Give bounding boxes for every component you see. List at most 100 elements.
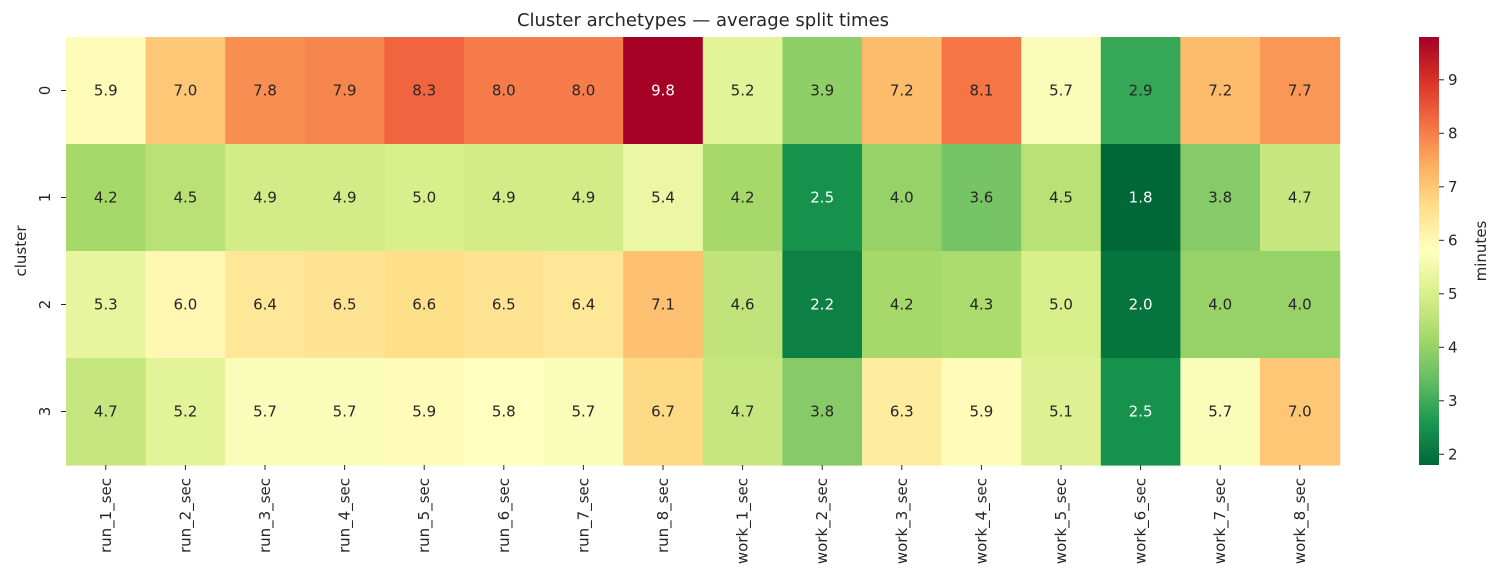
heatmap-cell xyxy=(702,144,783,252)
heatmap-cell xyxy=(623,144,704,252)
x-tick-label: work_4_sec xyxy=(972,478,991,564)
cell-value-label: 7.2 xyxy=(890,82,914,100)
cell-value-label: 4.2 xyxy=(94,189,118,207)
cell-value-label: 5.0 xyxy=(412,189,436,207)
heatmap-cell xyxy=(464,251,545,359)
heatmap-cell xyxy=(1180,251,1261,359)
colorbar xyxy=(1419,37,1439,465)
x-tick-label: run_2_sec xyxy=(176,478,195,553)
cell-value-label: 5.7 xyxy=(253,403,277,421)
heatmap-cells: 5.9 7.0 7.8 7.9 8.3 8.0 8.0 9.8 5.2 3.9 7.2 8.1 5.7 2… xyxy=(66,37,1341,466)
heatmap-cell xyxy=(543,251,624,359)
heatmap-cell xyxy=(543,358,624,466)
heatmap-cell xyxy=(702,251,783,359)
cell-value-label: 3.8 xyxy=(810,403,834,421)
cell-value-label: 4.7 xyxy=(1288,189,1312,207)
heatmap-cell xyxy=(1180,358,1261,466)
cell-value-label: 4.5 xyxy=(173,189,197,207)
cell-value-label: 6.4 xyxy=(571,296,595,314)
heatmap-cell xyxy=(1180,144,1261,252)
cell-value-label: 7.0 xyxy=(1288,403,1312,421)
heatmap-cell xyxy=(782,37,863,145)
heatmap-cell xyxy=(384,251,465,359)
heatmap-cell xyxy=(225,251,306,359)
heatmap-cell xyxy=(225,144,306,252)
cell-value-label: 9.8 xyxy=(651,82,675,100)
heatmap-cell xyxy=(862,144,943,252)
heatmap-cell xyxy=(1100,251,1181,359)
cell-value-label: 5.4 xyxy=(651,189,675,207)
cell-value-label: 4.0 xyxy=(1208,296,1232,314)
heatmap-cell xyxy=(384,144,465,252)
cell-value-label: 5.8 xyxy=(492,403,516,421)
cell-value-label: 4.9 xyxy=(492,189,516,207)
heatmap-cell xyxy=(941,251,1022,359)
cell-value-label: 8.0 xyxy=(492,82,516,100)
cell-value-label: 5.7 xyxy=(571,403,595,421)
cell-value-label: 2.2 xyxy=(810,296,834,314)
heatmap-cell xyxy=(304,37,385,145)
cell-value-label: 6.5 xyxy=(333,296,357,314)
heatmap-cell xyxy=(225,37,306,145)
cell-value-label: 8.0 xyxy=(571,82,595,100)
x-tick-label: work_8_sec xyxy=(1291,478,1310,564)
cell-value-label: 5.0 xyxy=(1049,296,1073,314)
x-tick-label: work_7_sec xyxy=(1211,478,1230,564)
heatmap-cell xyxy=(464,358,545,466)
x-axis-ticks: run_1_sec run_2_sec run_3_sec run_4_sec run_… xyxy=(97,465,1310,564)
cell-value-label: 4.6 xyxy=(731,296,755,314)
heatmap-cell xyxy=(66,144,147,252)
heatmap-cell xyxy=(464,37,545,145)
colorbar-tick-label: 9 xyxy=(1448,71,1458,89)
heatmap-cell xyxy=(145,358,226,466)
cell-value-label: 3.8 xyxy=(1208,189,1232,207)
heatmap-cell xyxy=(1021,358,1102,466)
heatmap-cell xyxy=(225,358,306,466)
cell-value-label: 7.7 xyxy=(1288,82,1312,100)
heatmap-cell xyxy=(623,37,704,145)
colorbar-tick-label: 2 xyxy=(1448,445,1458,463)
heatmap-cell xyxy=(782,144,863,252)
cell-value-label: 4.0 xyxy=(890,189,914,207)
heatmap-cell xyxy=(66,358,147,466)
y-tick-label: 0 xyxy=(36,86,54,96)
heatmap-cell xyxy=(1260,251,1341,359)
cell-value-label: 5.9 xyxy=(412,403,436,421)
x-tick-label: work_6_sec xyxy=(1132,478,1151,564)
cell-value-label: 7.1 xyxy=(651,296,675,314)
heatmap-cell xyxy=(384,37,465,145)
heatmap-cell xyxy=(623,358,704,466)
heatmap-cell xyxy=(623,251,704,359)
heatmap-cell xyxy=(862,37,943,145)
cell-value-label: 1.8 xyxy=(1129,189,1153,207)
heatmap-cell xyxy=(1260,37,1341,145)
heatmap-cell xyxy=(66,251,147,359)
x-tick-label: run_8_sec xyxy=(654,478,673,553)
colorbar-tick-label: 7 xyxy=(1448,178,1458,196)
x-tick-label: run_6_sec xyxy=(495,478,514,553)
heatmap-cell xyxy=(304,251,385,359)
cell-value-label: 4.2 xyxy=(890,296,914,314)
cell-value-label: 8.1 xyxy=(969,82,993,100)
y-axis-ticks: 0 1 2 3 xyxy=(36,86,66,416)
heatmap-cell xyxy=(304,358,385,466)
cell-value-label: 4.2 xyxy=(731,189,755,207)
heatmap-cell xyxy=(145,251,226,359)
cell-value-label: 7.9 xyxy=(333,82,357,100)
cell-value-label: 7.0 xyxy=(173,82,197,100)
cell-value-label: 5.2 xyxy=(173,403,197,421)
x-tick-label: work_3_sec xyxy=(893,478,912,564)
heatmap-cell xyxy=(702,358,783,466)
heatmap-cell xyxy=(543,37,624,145)
heatmap-cell xyxy=(145,37,226,145)
x-tick-label: run_5_sec xyxy=(415,478,434,553)
cell-value-label: 4.0 xyxy=(1288,296,1312,314)
heatmap-cell xyxy=(862,358,943,466)
heatmap-cell xyxy=(941,144,1022,252)
colorbar-tick-label: 6 xyxy=(1448,231,1458,249)
cell-value-label: 5.7 xyxy=(1049,82,1073,100)
heatmap-cell xyxy=(862,251,943,359)
cell-value-label: 6.5 xyxy=(492,296,516,314)
x-tick-label: run_4_sec xyxy=(336,478,355,553)
